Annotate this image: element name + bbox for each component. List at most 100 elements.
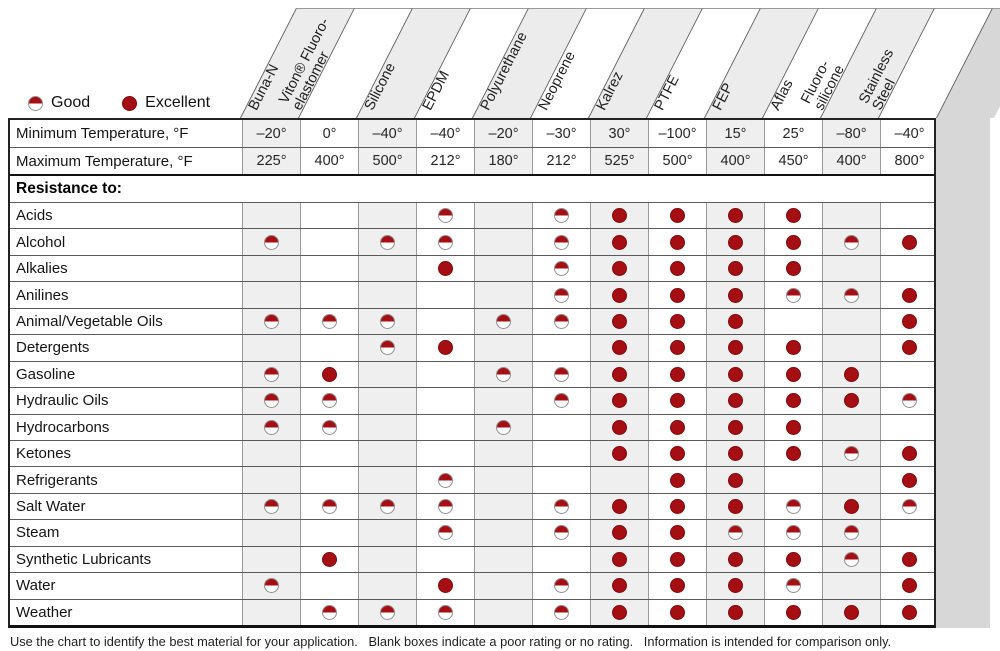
rating-cell <box>648 440 706 467</box>
excellent-rating-icon <box>670 313 685 329</box>
good-rating-icon <box>322 313 337 329</box>
rating-cell <box>358 335 416 361</box>
rating-cell <box>242 520 300 546</box>
temperature-value: –30° <box>546 125 577 142</box>
rating-cell <box>358 255 416 282</box>
rating-cell <box>242 573 300 599</box>
rating-cell <box>474 308 532 335</box>
temperature-value: 180° <box>488 153 519 169</box>
good-rating-icon <box>844 287 859 303</box>
temperature-value: 15° <box>724 125 747 142</box>
good-rating-icon <box>264 234 279 250</box>
table-row: Gasoline <box>10 360 934 388</box>
temperature-cell: 400° <box>822 148 880 174</box>
rating-cell <box>880 599 934 625</box>
excellent-rating-icon <box>728 313 743 329</box>
rating-cell <box>474 335 532 361</box>
table-row: Hydraulic Oils <box>10 387 934 414</box>
table-row: Steam <box>10 519 934 546</box>
rating-cell <box>706 467 764 493</box>
legend-good-label: Good <box>51 94 91 111</box>
rating-cell <box>242 599 300 625</box>
rating-cell <box>532 467 590 493</box>
rating-cell <box>648 282 706 308</box>
resistance-section-row: Resistance to: <box>10 174 934 202</box>
rating-cell <box>764 493 822 520</box>
good-rating-icon <box>28 95 43 111</box>
row-label: Alcohol <box>10 229 242 255</box>
table-row: Alkalies <box>10 254 934 282</box>
rating-cell <box>242 493 300 520</box>
rating-cell <box>590 493 648 520</box>
good-rating-icon <box>322 499 337 515</box>
row-label: Gasoline <box>10 361 242 388</box>
legend-excellent: Excellent <box>122 94 210 112</box>
rating-cell <box>822 599 880 625</box>
temperature-cell: –40° <box>416 120 474 147</box>
good-rating-icon <box>496 419 511 435</box>
rating-cell <box>416 361 474 388</box>
rating-cell <box>416 440 474 467</box>
rating-cell <box>242 255 300 282</box>
rating-cell <box>416 573 474 599</box>
rating-cell <box>300 440 358 467</box>
rating-cell <box>358 282 416 308</box>
excellent-rating-icon <box>728 393 743 409</box>
rating-cell <box>822 255 880 282</box>
excellent-rating-icon <box>612 261 627 277</box>
temperature-cell: 212° <box>416 148 474 174</box>
rating-cell <box>358 467 416 493</box>
rating-cell <box>532 361 590 388</box>
good-rating-icon <box>438 234 453 250</box>
row-label: Detergents <box>10 335 242 361</box>
temperature-value: 400° <box>836 153 867 169</box>
rating-cell <box>648 308 706 335</box>
rating-cell <box>532 546 590 573</box>
legend-excellent-label: Excellent <box>145 94 211 111</box>
good-rating-icon <box>554 525 569 541</box>
rating-cell <box>590 255 648 282</box>
section-header: Resistance to: <box>16 180 122 197</box>
rating-cell <box>416 520 474 546</box>
temperature-cell: 500° <box>358 148 416 174</box>
excellent-rating-icon <box>902 287 917 303</box>
rating-cell <box>706 440 764 467</box>
rating-cell <box>648 573 706 599</box>
excellent-rating-icon <box>728 366 743 382</box>
good-rating-icon <box>844 446 859 462</box>
excellent-rating-icon <box>612 287 627 303</box>
temperature-cell: –20° <box>474 120 532 147</box>
rating-cell <box>648 493 706 520</box>
temperature-value: 225° <box>256 153 287 169</box>
rating-cell <box>474 414 532 440</box>
excellent-rating-icon <box>786 551 801 567</box>
excellent-rating-icon <box>670 208 685 224</box>
rating-cell <box>706 414 764 440</box>
rating-cell <box>532 520 590 546</box>
excellent-rating-icon <box>670 393 685 409</box>
rating-cell <box>764 414 822 440</box>
rating-cell <box>822 493 880 520</box>
good-rating-icon <box>380 499 395 515</box>
temperature-cell: 525° <box>590 148 648 174</box>
row-label: Steam <box>10 520 242 546</box>
excellent-rating-icon <box>612 578 627 594</box>
excellent-rating-icon <box>612 499 627 515</box>
temperature-cell: –40° <box>358 120 416 147</box>
excellent-rating-icon <box>612 551 627 567</box>
temperature-value: 30° <box>608 125 631 142</box>
good-rating-icon <box>728 525 743 541</box>
rating-cell <box>822 573 880 599</box>
rating-cell <box>532 599 590 625</box>
excellent-rating-icon <box>786 340 801 356</box>
row-label: Ketones <box>10 440 242 467</box>
good-rating-icon <box>322 604 337 620</box>
temperature-cell: –20° <box>242 120 300 147</box>
rating-cell <box>764 388 822 414</box>
rating-cell <box>764 573 822 599</box>
excellent-rating-icon <box>786 208 801 224</box>
rating-cell <box>358 308 416 335</box>
excellent-rating-icon <box>728 261 743 277</box>
table-row: Animal/Vegetable Oils <box>10 307 934 335</box>
temperature-cell: –100° <box>648 120 706 147</box>
